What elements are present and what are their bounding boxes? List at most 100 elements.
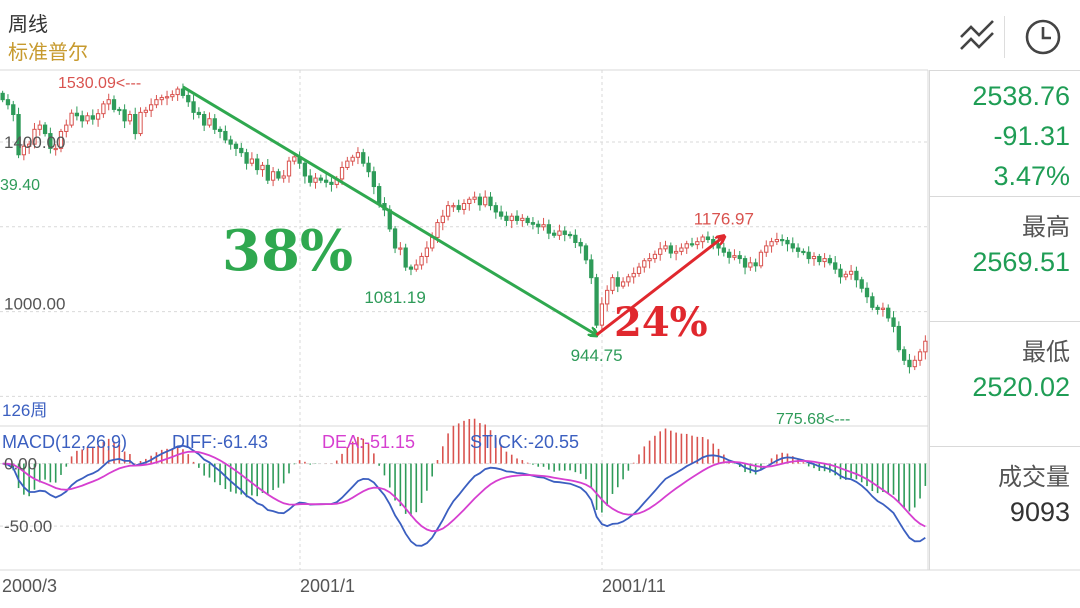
candle-body bbox=[191, 101, 196, 113]
candle-body bbox=[265, 164, 270, 181]
candle-body bbox=[202, 114, 207, 126]
period-count-label: 126周 bbox=[2, 401, 47, 420]
candle-body bbox=[414, 264, 419, 270]
macd-y-tick-minus50: -50.00 bbox=[4, 517, 52, 536]
candle-body bbox=[233, 143, 239, 149]
drawing-tool-icon[interactable] bbox=[950, 10, 1004, 64]
candle-body bbox=[753, 262, 758, 267]
candle-body bbox=[101, 103, 106, 115]
candle-body bbox=[212, 118, 217, 130]
candle-body bbox=[445, 205, 451, 217]
candle-body bbox=[705, 236, 711, 241]
candle-body bbox=[95, 113, 101, 120]
candle-body bbox=[472, 196, 477, 200]
candle-body bbox=[148, 104, 154, 111]
candle-body bbox=[520, 217, 525, 221]
candle-body bbox=[64, 124, 69, 132]
candle-body bbox=[880, 307, 886, 310]
candle-body bbox=[186, 94, 191, 103]
candle-body bbox=[886, 307, 891, 319]
price-point-label-2: 1176.97 bbox=[694, 210, 754, 229]
candle-body bbox=[339, 166, 345, 180]
candle-body bbox=[377, 186, 382, 205]
candle-body bbox=[642, 260, 647, 268]
candle-body bbox=[5, 99, 11, 106]
candle-body bbox=[647, 258, 652, 262]
candle-body bbox=[74, 112, 80, 117]
candle-body bbox=[111, 99, 117, 110]
candle-body bbox=[323, 179, 329, 183]
candle-body bbox=[695, 241, 700, 246]
candle-body bbox=[552, 232, 557, 236]
candle-body bbox=[589, 259, 594, 279]
candle-body bbox=[175, 88, 180, 96]
candle-body bbox=[133, 114, 138, 135]
candle-body bbox=[249, 158, 255, 164]
candle-body bbox=[488, 196, 493, 207]
candle-body bbox=[605, 289, 610, 305]
high-value: 2569.51 bbox=[972, 247, 1070, 277]
volume-value: 9093 bbox=[1009, 497, 1070, 527]
candle-body bbox=[785, 239, 790, 245]
candle-body bbox=[726, 251, 732, 258]
candle-body bbox=[170, 94, 175, 98]
candle-body bbox=[42, 124, 48, 135]
candle-body bbox=[366, 162, 371, 173]
candle-body bbox=[599, 303, 605, 326]
candle-body bbox=[658, 248, 663, 255]
candle-body bbox=[154, 99, 159, 106]
candle-body bbox=[493, 205, 498, 213]
candle-body bbox=[514, 215, 520, 221]
candle-body bbox=[53, 147, 58, 151]
candle-body bbox=[562, 230, 567, 235]
candle-body bbox=[668, 245, 673, 254]
candle-body bbox=[69, 112, 74, 126]
candle-body bbox=[451, 205, 456, 208]
candle-body bbox=[498, 211, 504, 217]
candle-body bbox=[721, 247, 726, 253]
candle-body bbox=[106, 99, 111, 105]
candle-body bbox=[859, 279, 864, 289]
candle-body bbox=[689, 243, 695, 246]
candle-body bbox=[16, 114, 21, 156]
candle-body bbox=[673, 250, 679, 254]
candle-body bbox=[684, 243, 689, 249]
x-tick-label-0: 2000/3 bbox=[2, 576, 57, 596]
candle-body bbox=[748, 262, 753, 268]
candle-body bbox=[742, 258, 748, 268]
candle-body bbox=[419, 255, 424, 266]
candle-body bbox=[795, 247, 801, 252]
low-cell: 最低 2520.02 bbox=[929, 321, 1080, 446]
trend-annotations: 38% 24% bbox=[182, 85, 724, 346]
period-label[interactable]: 周线 bbox=[8, 14, 48, 36]
candle-body bbox=[80, 115, 85, 122]
candle-body bbox=[875, 306, 880, 310]
candle-body bbox=[32, 128, 37, 145]
candle-body bbox=[143, 109, 148, 113]
candle-body bbox=[228, 139, 233, 145]
candle-body bbox=[483, 196, 488, 206]
candle-body bbox=[164, 96, 170, 99]
candle-body bbox=[217, 128, 223, 132]
candle-body bbox=[620, 281, 626, 287]
candle-body bbox=[430, 236, 435, 249]
candle-body bbox=[424, 247, 430, 257]
candle-body bbox=[392, 228, 398, 249]
trend-percent-0: 38% bbox=[222, 218, 353, 284]
candle-body bbox=[848, 270, 854, 275]
candle-body bbox=[345, 160, 350, 168]
candle-body bbox=[578, 241, 583, 247]
candle-body bbox=[292, 156, 297, 162]
candle-body bbox=[21, 145, 27, 156]
candle-body bbox=[302, 162, 308, 177]
x-tick-label-2: 2001/11 bbox=[602, 576, 666, 596]
candle-body bbox=[801, 250, 806, 254]
candle-body bbox=[58, 130, 64, 149]
candle-body bbox=[244, 152, 249, 164]
candle-body bbox=[546, 224, 551, 234]
clock-icon[interactable] bbox=[1016, 10, 1070, 64]
candle-body bbox=[286, 160, 292, 177]
candle-body bbox=[509, 215, 514, 221]
max-price-label: 1530.09<--- bbox=[58, 75, 141, 92]
